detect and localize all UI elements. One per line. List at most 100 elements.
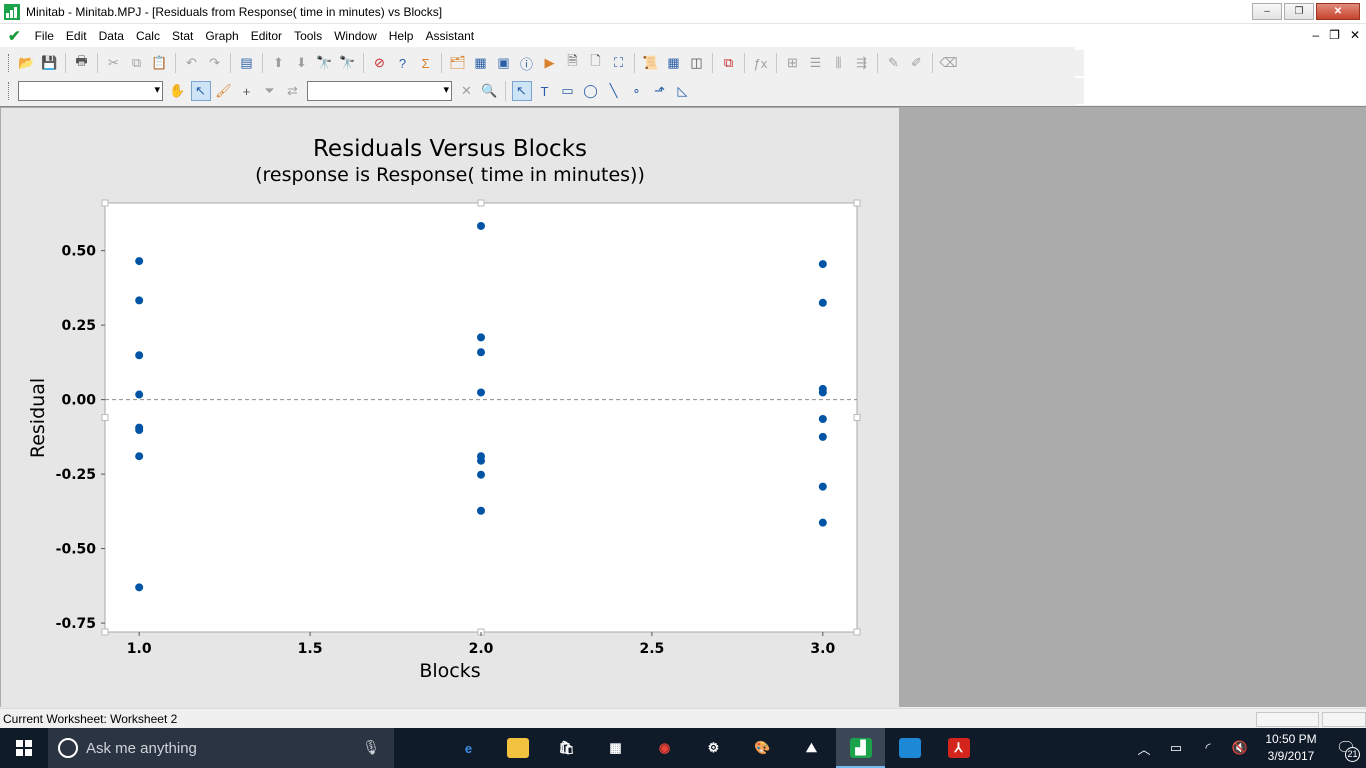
columns-icon[interactable]: ◫ (690, 55, 703, 70)
residual-point[interactable] (477, 388, 485, 397)
brush-icon[interactable]: ✎ (888, 55, 899, 70)
annotation-select-icon[interactable]: ↖ (511, 81, 532, 101)
toolbar-grip[interactable] (8, 54, 11, 72)
residual-plot[interactable]: Residuals Versus Blocks (response is Res… (1, 108, 899, 708)
battery-icon[interactable]: ▭ (1169, 740, 1183, 755)
move-columns-icon[interactable]: ⇶ (856, 55, 867, 70)
selection-handle[interactable] (853, 628, 861, 636)
menu-edit[interactable]: Edit (65, 28, 87, 43)
residual-point[interactable] (818, 388, 827, 397)
menu-assistant[interactable]: Assistant (425, 28, 475, 43)
help-icon[interactable]: ? (398, 55, 407, 71)
zoom-icon[interactable]: 🔍 (481, 83, 498, 98)
paste-icon[interactable]: 📋 (151, 55, 168, 70)
line-tool-icon[interactable]: ╲ (609, 83, 618, 98)
cut-icon[interactable]: ✂ (108, 55, 119, 70)
polygon-tool-icon[interactable]: ◺ (677, 83, 688, 98)
child-close-button[interactable]: ✕ (1349, 28, 1360, 42)
residual-point[interactable] (477, 348, 485, 357)
taskbar-app-minitab[interactable]: ▟ (836, 728, 885, 768)
show-hidden-icons-icon[interactable]: ︿ (1137, 741, 1151, 757)
menu-calc[interactable]: Calc (135, 28, 160, 43)
crosshairs-icon[interactable]: + (242, 83, 251, 99)
select-pointer-icon[interactable]: ↖ (190, 81, 211, 101)
menu-editor[interactable]: Editor (250, 28, 283, 43)
insert-columns-icon[interactable]: ⫼ (835, 55, 842, 70)
action-center-button[interactable]: 🗨 21 (1326, 738, 1366, 762)
menu-tools[interactable]: Tools (294, 28, 323, 43)
graph-brush-icon[interactable]: ✋ (169, 83, 186, 98)
set-id-variables-icon[interactable]: ✐ (911, 55, 922, 70)
swap-icon[interactable]: ⇄ (287, 83, 298, 98)
taskbar-app-acrobat[interactable]: ⅄ (934, 728, 983, 768)
volume-muted-icon[interactable]: 🔇 (1231, 740, 1249, 755)
menu-window[interactable]: Window (334, 28, 377, 43)
save-icon[interactable]: 💾 (41, 55, 58, 70)
formula-icon[interactable]: ƒx (753, 55, 768, 71)
menu-graph[interactable]: Graph (205, 28, 239, 43)
history-icon[interactable]: 📜 (642, 55, 659, 70)
taskbar-app-calendar[interactable]: ▦ (591, 728, 640, 768)
taskbar-app-store[interactable]: 🛍 (542, 728, 591, 768)
statguide-icon[interactable]: Σ (421, 55, 430, 71)
attribute-combo[interactable] (307, 81, 452, 101)
selection-handle[interactable] (101, 628, 109, 636)
filter-icon[interactable]: ⏷ (264, 83, 275, 98)
selection-handle[interactable] (853, 199, 861, 207)
menu-stat[interactable]: Stat (171, 28, 194, 43)
find-icon[interactable]: 🔭 (316, 55, 333, 70)
minimize-button[interactable]: – (1252, 3, 1282, 20)
residual-point[interactable] (818, 260, 827, 269)
selection-handle[interactable] (853, 414, 861, 421)
graph-element-combo[interactable] (18, 81, 163, 101)
residual-point[interactable] (135, 257, 144, 266)
minitab-app-icon[interactable] (4, 3, 20, 20)
cortana-search-box[interactable]: Ask me anything 🎙 (48, 728, 394, 768)
ellipse-tool-icon[interactable]: ◯ (583, 83, 598, 98)
residual-point[interactable] (818, 298, 827, 307)
taskbar-app-photos[interactable]: ⛰ (787, 728, 836, 768)
related-docs-icon[interactable]: 🗎 (567, 53, 578, 68)
close-button[interactable]: ✕ (1316, 3, 1360, 20)
delete-icon[interactable]: ✕ (461, 83, 472, 98)
selection-handle[interactable] (477, 199, 485, 207)
clock[interactable]: 10:50 PM 3/9/2017 (1256, 731, 1326, 765)
residual-point[interactable] (477, 456, 485, 465)
show-worksheets-icon[interactable]: ▦ (474, 55, 487, 70)
taskbar-app-file-explorer[interactable]: ▬ (493, 728, 542, 768)
print-icon[interactable]: 🖶 (75, 53, 88, 68)
selection-handle[interactable] (101, 414, 109, 421)
plot-area[interactable] (104, 202, 858, 633)
start-button[interactable] (0, 728, 48, 768)
residual-point[interactable] (135, 426, 144, 435)
microphone-icon[interactable]: 🎙 (362, 739, 380, 755)
show-graphs-icon[interactable]: ▣ (497, 55, 510, 70)
residual-point[interactable] (135, 583, 144, 592)
taskbar-app-paint[interactable]: 🎨 (738, 728, 787, 768)
residual-point[interactable] (818, 432, 827, 441)
text-tool-icon[interactable]: T (540, 83, 549, 99)
taskbar-app-chrome[interactable]: ◉ (640, 728, 689, 768)
residual-point[interactable] (135, 351, 144, 360)
worksheet-icon[interactable]: ▦ (667, 55, 680, 70)
residual-point[interactable] (477, 333, 485, 342)
taskbar-app-remote-desktop[interactable]: ▭ (885, 728, 934, 768)
insert-cells-icon[interactable]: ⊞ (787, 55, 798, 70)
marker-tool-icon[interactable]: ∘ (632, 83, 641, 98)
paint-brush-icon[interactable]: 🖌 (215, 83, 232, 98)
residual-point[interactable] (477, 470, 485, 479)
redo-icon[interactable]: ↷ (209, 55, 220, 70)
taskbar-app-settings[interactable]: ⚙ (689, 728, 738, 768)
residual-point[interactable] (135, 390, 144, 399)
restore-button[interactable]: ❐ (1284, 3, 1314, 20)
insert-rows-icon[interactable]: ☰ (809, 55, 822, 70)
new-document-icon[interactable]: 🗋 (590, 53, 601, 68)
toolbar-grip[interactable] (8, 82, 11, 100)
residual-point[interactable] (477, 506, 485, 515)
next-brushed-row-icon[interactable]: ⬇ (296, 55, 307, 70)
network-icon[interactable]: ◜ (1205, 740, 1211, 755)
residual-point[interactable] (818, 414, 827, 423)
graph-window[interactable]: Residuals Versus Blocks (response is Res… (1, 108, 899, 708)
polyline-tool-icon[interactable]: ⬏ (654, 83, 665, 98)
project-manager-icon[interactable]: ⓘ (519, 56, 533, 72)
